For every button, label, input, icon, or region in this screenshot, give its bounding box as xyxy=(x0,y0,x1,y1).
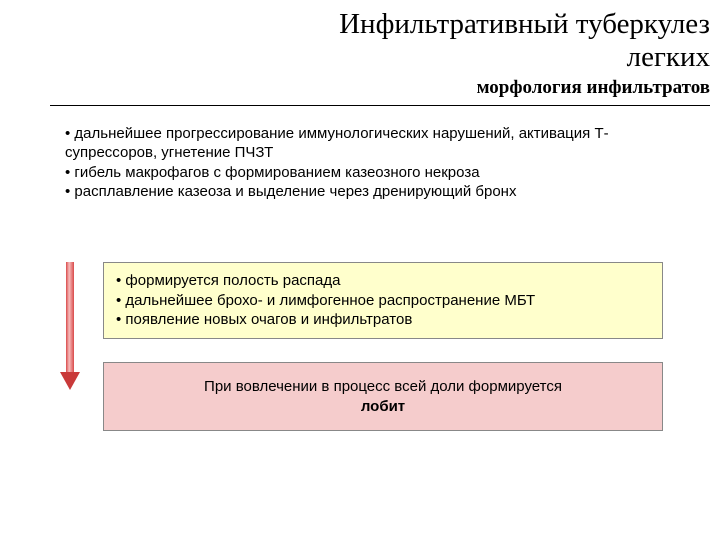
arrow-shaft xyxy=(66,262,74,374)
main-bullet-text: • дальнейшее прогрессирование иммунологи… xyxy=(65,124,660,202)
pink-box-text-line1: При вовлечении в процесс всей доли форми… xyxy=(204,378,562,395)
yellow-info-box: • формируется полость распада• дальнейше… xyxy=(103,262,663,339)
arrow-head xyxy=(60,372,80,390)
yellow-box-text: • формируется полость распада• дальнейше… xyxy=(116,272,535,328)
divider-line xyxy=(50,105,710,106)
slide-title-line1: Инфильтративный туберкулез xyxy=(0,8,710,41)
slide-title-line2: легких xyxy=(0,41,710,74)
down-arrow-icon xyxy=(64,262,76,392)
slide-subtitle: морфология инфильтратов xyxy=(0,77,710,99)
title-block: Инфильтративный туберкулез легких морфол… xyxy=(0,0,720,99)
pink-box-text-line2: лобит xyxy=(361,398,405,415)
pink-info-box: При вовлечении в процесс всей доли форми… xyxy=(103,362,663,431)
